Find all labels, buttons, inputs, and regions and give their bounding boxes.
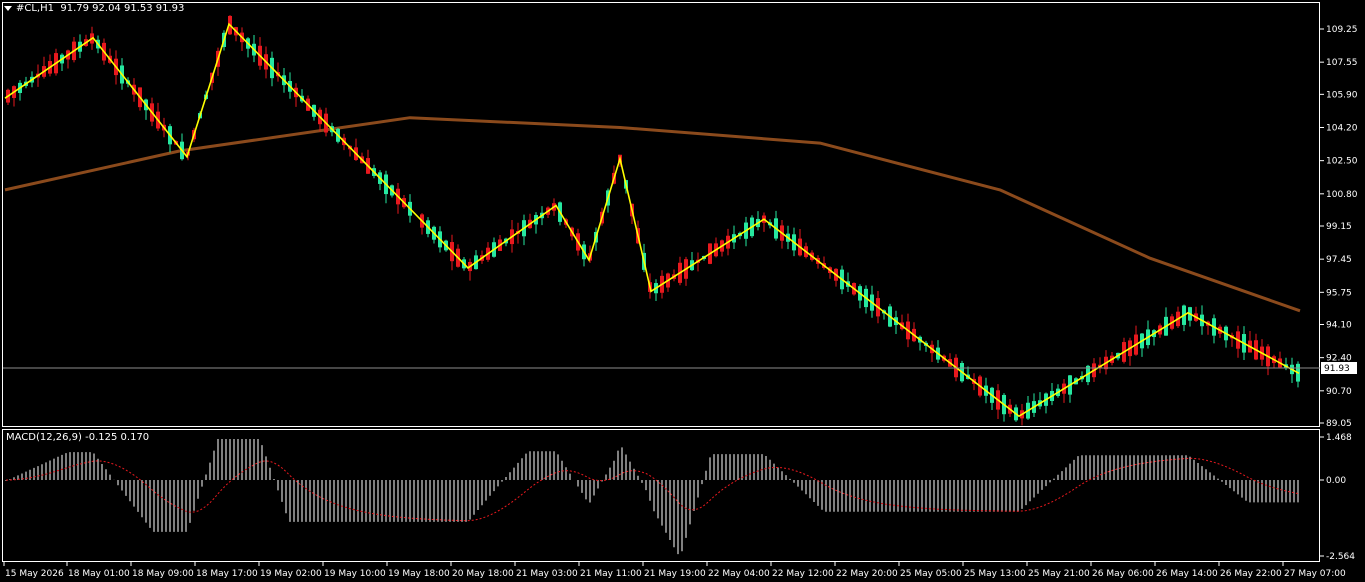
chevron-down-icon[interactable] [4, 5, 12, 11]
macd-indicator-label: MACD(12,26,9) -0.125 0.170 [6, 432, 150, 443]
time-axis-label: 25 May 05:00 [900, 569, 962, 579]
time-axis-label: 21 May 19:00 [644, 569, 706, 579]
price-tick-label: 104.20 [1326, 124, 1358, 134]
zigzag-line [4, 22, 1300, 418]
macd-signal-line [5, 457, 1299, 522]
moving-average-line [4, 116, 1301, 313]
time-axis-label: 26 May 22:00 [1220, 569, 1282, 579]
time-axis-label: 27 May 07:00 [1284, 569, 1346, 579]
macd-tick-label: 0.00 [1326, 476, 1346, 486]
ohlc-values: 91.79 92.04 91.53 91.93 [60, 3, 185, 14]
price-tick-label: 100.80 [1326, 190, 1358, 200]
time-axis-label: 22 May 20:00 [836, 569, 898, 579]
price-tick-label: 90.70 [1326, 387, 1352, 397]
price-tick-label: 107.55 [1326, 58, 1358, 68]
time-axis-label: 19 May 10:00 [324, 569, 386, 579]
current-price-label: 91.93 [1324, 364, 1350, 374]
time-axis-label: 22 May 12:00 [772, 569, 834, 579]
chart-header[interactable]: #CL,H1 91.79 92.04 91.53 91.93 [4, 3, 184, 14]
price-tick-label: 109.25 [1326, 25, 1358, 35]
price-tick-label: 102.50 [1326, 157, 1358, 167]
price-tick-label: 97.45 [1326, 255, 1352, 265]
price-tick-label: 105.90 [1326, 90, 1358, 100]
macd-pane-border [2, 429, 1320, 562]
time-axis-label: 18 May 17:00 [196, 569, 258, 579]
time-axis-label: 18 May 09:00 [132, 569, 194, 579]
time-axis-label: 20 May 18:00 [452, 569, 514, 579]
time-axis-label: 21 May 03:00 [516, 569, 578, 579]
macd-tick-label: -2.564 [1326, 552, 1355, 562]
price-tick-label: 99.15 [1326, 222, 1352, 232]
time-axis-label: 15 May 2026 [5, 569, 64, 579]
price-tick-label: 89.05 [1326, 419, 1352, 429]
time-axis-label: 26 May 06:00 [1092, 569, 1154, 579]
time-axis-label: 26 May 14:00 [1156, 569, 1218, 579]
current-price-label-box [1321, 362, 1357, 374]
time-axis-label: 18 May 01:00 [68, 569, 130, 579]
macd-tick-label: 1.468 [1326, 433, 1352, 443]
price-tick-label: 94.10 [1326, 321, 1352, 331]
price-tick-label: 92.40 [1326, 354, 1352, 364]
time-axis-label: 21 May 11:00 [580, 569, 642, 579]
time-axis-label: 22 May 04:00 [708, 569, 770, 579]
time-axis-label: 25 May 21:00 [1028, 569, 1090, 579]
time-axis-label: 19 May 02:00 [260, 569, 322, 579]
time-axis-label: 25 May 13:00 [964, 569, 1026, 579]
time-axis-label: 19 May 18:00 [388, 569, 450, 579]
symbol-timeframe: #CL,H1 [16, 3, 54, 14]
main-pane-border [2, 2, 1320, 427]
price-tick-label: 95.75 [1326, 288, 1352, 298]
